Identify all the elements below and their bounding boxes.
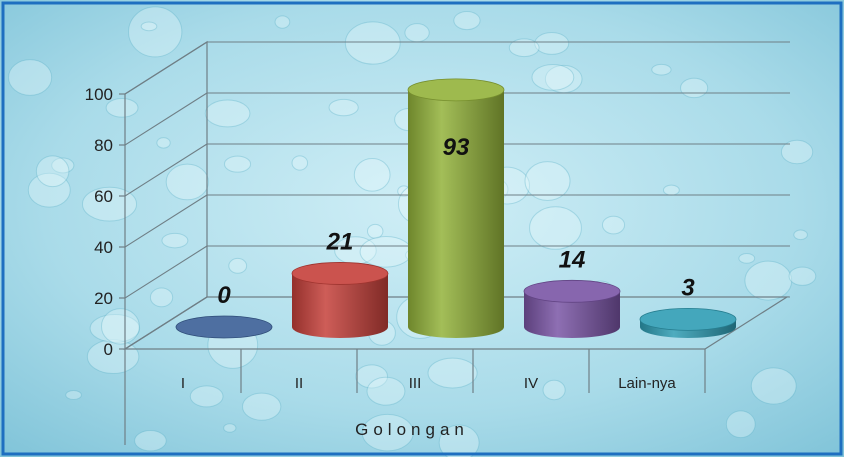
y-tick-label: 80 (94, 136, 113, 155)
water-drop (725, 410, 756, 439)
gridline-side (124, 194, 208, 248)
water-drop (161, 232, 189, 249)
water-drop (788, 266, 817, 286)
water-drop (51, 157, 75, 174)
x-tick-label: Lain-nya (618, 375, 676, 392)
water-drop (750, 367, 797, 405)
bar-lain-nya (639, 307, 737, 338)
water-drop (189, 385, 224, 408)
data-label: 3 (681, 274, 695, 301)
water-drop (534, 32, 570, 55)
y-tick-label: 20 (94, 289, 113, 308)
water-drop (27, 172, 71, 208)
x-tick-label: IV (524, 375, 538, 392)
y-tick-label: 100 (85, 85, 113, 104)
water-drop (328, 98, 359, 117)
data-label: 93 (443, 134, 470, 161)
bar-body (524, 291, 620, 338)
water-drop (353, 158, 391, 192)
water-drop (542, 379, 566, 401)
bar-body (292, 273, 388, 338)
bar-body (408, 89, 504, 338)
water-drop (793, 229, 808, 241)
water-drop (361, 413, 414, 452)
bar-ii (291, 262, 389, 338)
water-drop (662, 184, 680, 196)
y-tick-label: 60 (94, 187, 113, 206)
water-drop (128, 6, 183, 58)
water-drop (89, 313, 141, 343)
gridline-side (124, 245, 208, 299)
water-drop (241, 392, 282, 421)
data-label: 21 (326, 228, 354, 255)
water-drop (508, 38, 540, 58)
water-drop (738, 253, 756, 264)
water-drop (35, 155, 70, 188)
water-drop (8, 59, 53, 96)
water-drop (453, 10, 481, 31)
water-drop (524, 161, 571, 201)
bar-top (291, 262, 389, 285)
water-drop (601, 215, 626, 235)
bar-top (523, 279, 621, 303)
water-drop (140, 21, 158, 32)
water-drop (134, 430, 167, 452)
water-drop (105, 98, 139, 118)
water-drop (223, 423, 237, 433)
bar-iii (407, 78, 505, 338)
water-drop (291, 155, 309, 171)
x-tick-label: II (295, 375, 303, 392)
water-drop (366, 223, 384, 239)
water-drop (529, 206, 582, 250)
water-drop (744, 260, 793, 301)
water-drop (359, 236, 413, 268)
water-drop (427, 357, 478, 389)
water-drop (680, 77, 709, 99)
data-label: 14 (559, 246, 586, 273)
water-drop (344, 21, 401, 65)
water-drop (651, 63, 672, 76)
water-drop (366, 376, 406, 406)
x-axis-title: Golongan (355, 420, 469, 439)
gridline-side (124, 296, 208, 350)
gridline-side (124, 143, 208, 197)
bar-top (407, 78, 505, 102)
x-tick-label: III (409, 375, 422, 392)
water-drop (223, 155, 252, 173)
y-tick-label: 0 (104, 340, 113, 359)
water-drop (156, 137, 171, 149)
data-label: 0 (217, 282, 231, 309)
water-drop (149, 287, 174, 308)
water-drop (531, 63, 575, 91)
gridline-side (124, 41, 208, 95)
gridline-side (124, 92, 208, 146)
water-drop (228, 257, 248, 274)
bar-iv (523, 279, 621, 338)
water-drop (274, 15, 291, 29)
water-drop (204, 99, 251, 128)
bar-top (175, 315, 273, 339)
bar-top (639, 307, 737, 331)
water-drop (65, 390, 82, 401)
y-tick-label: 40 (94, 238, 113, 257)
x-tick-label: I (181, 375, 185, 392)
water-drop (780, 139, 814, 165)
water-drop (100, 308, 140, 345)
water-drop (165, 163, 209, 201)
bar-i (175, 315, 273, 339)
water-drop (355, 364, 389, 389)
water-drop (404, 23, 430, 43)
